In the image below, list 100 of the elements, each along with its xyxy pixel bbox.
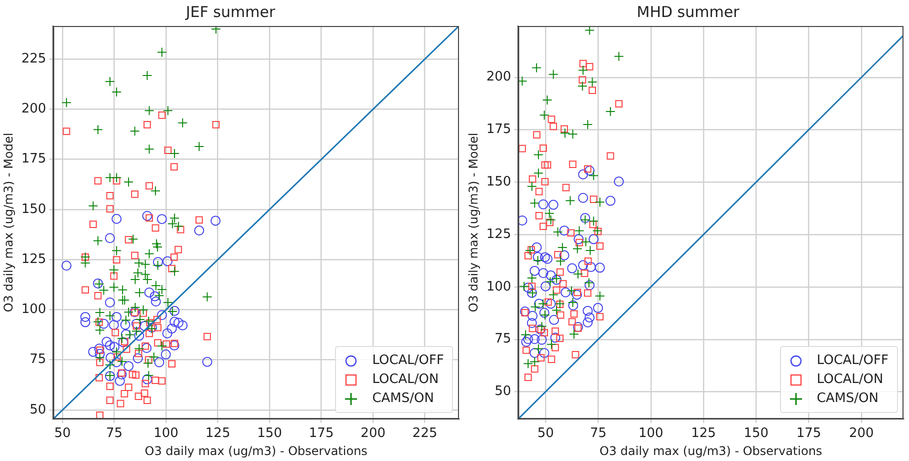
legend-label: CAMS/ON [816, 391, 878, 406]
point [539, 110, 550, 120]
point [142, 374, 152, 384]
point [523, 358, 534, 369]
y-tick-label: 150 [21, 202, 46, 217]
point [535, 188, 543, 196]
point [530, 198, 540, 208]
point [120, 320, 130, 330]
point [582, 317, 593, 328]
point [550, 122, 558, 130]
y-axis-title: O3 daily max (ug/m3) - Model [466, 132, 480, 312]
point [552, 344, 559, 352]
point [523, 282, 534, 293]
x-tick-label: 225 [412, 426, 438, 442]
point [556, 268, 564, 276]
point [194, 226, 204, 236]
point [580, 270, 588, 278]
point [202, 356, 212, 367]
point [538, 199, 548, 210]
point [614, 51, 624, 62]
point [557, 242, 568, 253]
point [546, 214, 556, 225]
point [98, 318, 109, 329]
y-tick-label: 175 [486, 122, 512, 138]
point [169, 340, 180, 350]
point [530, 365, 538, 373]
point [104, 233, 115, 244]
point [545, 276, 556, 287]
point [586, 62, 594, 70]
point [588, 170, 599, 181]
point [550, 332, 560, 343]
point [542, 254, 552, 264]
y-axis-title: O3 daily max (ug/m3) - Model [1, 132, 16, 312]
point [132, 353, 143, 364]
point [584, 312, 595, 323]
y-tick-label: 50 [30, 402, 46, 418]
point [142, 343, 152, 354]
point [560, 125, 568, 133]
point [548, 356, 556, 363]
point [578, 169, 588, 180]
point [606, 152, 614, 160]
point [584, 166, 595, 176]
point [552, 227, 563, 238]
point [112, 214, 122, 224]
point [134, 330, 144, 341]
point [524, 252, 532, 260]
point [574, 234, 584, 244]
point [577, 81, 588, 92]
point [596, 242, 604, 250]
point [556, 256, 566, 266]
point [546, 298, 556, 309]
x-tick-label: 200 [360, 426, 386, 442]
y-tick-label: 50 [494, 384, 512, 400]
point [605, 196, 616, 206]
point [94, 348, 105, 359]
y-tick-label: 75 [494, 332, 512, 347]
point [573, 322, 584, 332]
chart-title: MHD summer [636, 2, 740, 21]
point [548, 200, 558, 210]
point [569, 160, 576, 168]
point [104, 298, 115, 308]
point [584, 257, 592, 265]
point [584, 289, 592, 297]
point [534, 298, 544, 309]
point [533, 150, 544, 160]
point [533, 168, 544, 178]
point [116, 369, 127, 380]
point [605, 106, 616, 117]
point [594, 197, 605, 208]
legend-label: CAMS/ON [372, 391, 434, 406]
point [574, 288, 582, 296]
point [570, 310, 578, 318]
point [162, 328, 172, 338]
point [518, 76, 528, 86]
point [530, 302, 540, 312]
point [539, 308, 550, 318]
point [576, 238, 583, 246]
y-tick-label: 200 [21, 102, 46, 117]
point [552, 286, 560, 294]
point [578, 192, 588, 203]
point [150, 296, 161, 306]
point [519, 281, 530, 292]
point [562, 184, 570, 192]
point [170, 306, 180, 316]
point [584, 26, 595, 36]
x-axis-title: O3 daily max (ug/m3) - Observations [144, 444, 368, 458]
point [544, 208, 554, 218]
point [142, 210, 152, 221]
point [533, 344, 544, 354]
point [521, 309, 529, 316]
x-tick-label: 50 [54, 426, 71, 442]
x-tick-label: 100 [154, 426, 178, 442]
x-tick-label: 150 [257, 426, 282, 442]
point [533, 131, 540, 138]
legend-label: LOCAL/ON [816, 372, 884, 387]
point [532, 62, 542, 73]
point [210, 216, 221, 226]
point [525, 245, 536, 256]
point [536, 321, 547, 332]
point [593, 302, 604, 313]
